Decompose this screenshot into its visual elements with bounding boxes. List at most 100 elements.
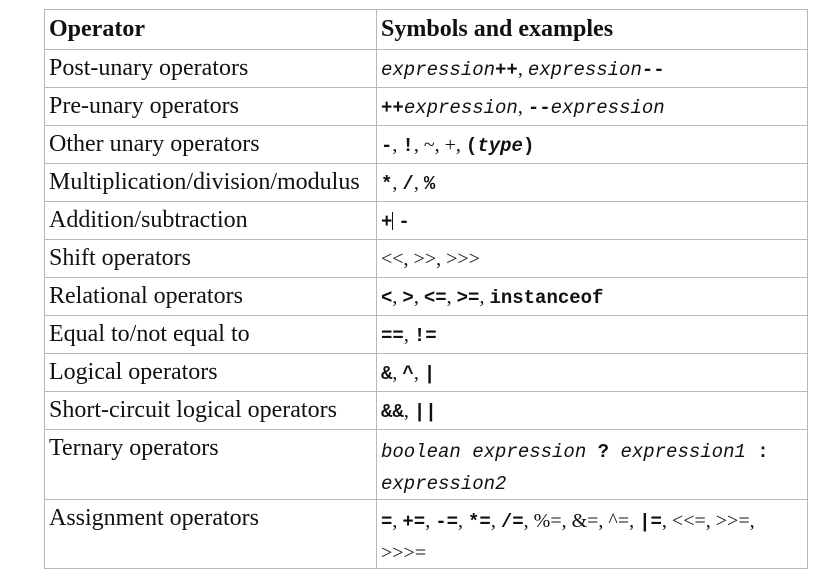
- table-row: Other unary operators -, !, ~, +, (type): [44, 125, 808, 164]
- operator-category-cell: Addition/subtraction: [44, 201, 377, 240]
- symbol-fragment: !=: [413, 325, 437, 347]
- operator-category-cell: Logical operators: [44, 353, 377, 392]
- table-row: Assignment operators =, +=, -=, *=, /=, %…: [44, 499, 808, 569]
- symbol-fragment: type: [477, 135, 523, 157]
- table-row: Pre-unary operators ++expression, --expre…: [44, 87, 808, 126]
- symbol-fragment: (: [465, 135, 478, 157]
- symbol-fragment: &: [381, 363, 393, 385]
- symbol-fragment: +=: [402, 511, 426, 533]
- symbol-fragment: , ~, +,: [413, 134, 466, 156]
- operator-category-cell: Ternary operators: [44, 429, 377, 500]
- operator-category-cell: Post-unary operators: [44, 49, 377, 88]
- symbol-fragment: ,: [446, 286, 457, 308]
- symbol-fragment: -=: [435, 511, 459, 533]
- symbols-examples-cell: &, ^, |: [376, 353, 808, 392]
- symbol-fragment: boolean expression: [381, 441, 587, 463]
- symbol-fragment: expression2: [381, 473, 507, 495]
- symbol-fragment: expression: [381, 59, 496, 81]
- symbol-fragment: expression: [403, 97, 518, 119]
- operator-category-cell: Short-circuit logical operators: [44, 391, 377, 430]
- symbol-fragment: *=: [468, 511, 491, 533]
- symbol-fragment: ,: [413, 172, 424, 194]
- symbol-fragment: ,: [392, 362, 403, 384]
- symbol-fragment: --: [641, 59, 665, 81]
- symbols-examples-cell: <<, >>, >>>: [376, 239, 808, 278]
- symbols-examples-cell: + -: [376, 201, 808, 240]
- symbol-fragment: expression: [527, 59, 642, 81]
- operator-category-cell: Other unary operators: [44, 125, 377, 164]
- symbol-fragment: ^: [402, 363, 414, 385]
- symbol-fragment: ,: [479, 286, 490, 308]
- symbol-fragment: |=: [639, 511, 662, 533]
- table-row: Short-circuit logical operators &&, ||: [44, 391, 808, 430]
- header-symbols-and-examples: Symbols and examples: [376, 9, 808, 50]
- symbol-fragment: ,: [517, 96, 528, 118]
- table-row: Logical operators &, ^, |: [44, 353, 808, 392]
- operator-category-cell: Equal to/not equal to: [44, 315, 377, 354]
- symbol-fragment: ,: [392, 286, 403, 308]
- symbol-fragment: :: [745, 441, 769, 463]
- operator-category-cell: Pre-unary operators: [44, 87, 377, 126]
- symbol-fragment: <<, >>, >>>: [381, 248, 480, 270]
- symbol-fragment: expression: [550, 97, 665, 119]
- symbols-examples-cell: expression++, expression--: [376, 49, 808, 88]
- symbol-fragment: ,: [392, 134, 403, 156]
- operator-category-cell: Assignment operators: [44, 499, 377, 569]
- symbol-fragment: ,: [458, 510, 469, 532]
- symbol-fragment: ++: [381, 97, 404, 119]
- symbol-fragment: ,: [413, 362, 424, 384]
- symbols-examples-cell: &&, ||: [376, 391, 808, 430]
- symbol-fragment: |: [423, 363, 436, 385]
- symbol-fragment: ,: [403, 324, 414, 346]
- table-header-row: Operator Symbols and examples: [44, 9, 808, 50]
- symbol-fragment: ,: [392, 172, 403, 194]
- operator-precedence-table: Operator Symbols and examples Post-unary…: [44, 9, 808, 569]
- symbol-fragment: , %=, &=, ^=,: [523, 510, 640, 532]
- symbol-fragment: +: [381, 211, 393, 233]
- symbols-examples-cell: *, /, %: [376, 163, 808, 202]
- table-row: Addition/subtraction + -: [44, 201, 808, 240]
- symbols-examples-cell: <, >, <=, >=, instanceof: [376, 277, 808, 316]
- header-operator: Operator: [44, 9, 377, 50]
- table-row: Relational operators <, >, <=, >=, instan…: [44, 277, 808, 316]
- operator-category-cell: Multiplication/division/modulus: [44, 163, 377, 202]
- symbol-fragment: /: [402, 173, 414, 195]
- symbol-fragment: --: [527, 97, 551, 119]
- symbol-fragment: -: [381, 135, 393, 157]
- symbol-fragment: &&: [381, 401, 404, 423]
- symbol-fragment: -: [398, 211, 410, 233]
- symbols-examples-cell: ++expression, --expression: [376, 87, 808, 126]
- table-row: Multiplication/division/modulus *, /, %: [44, 163, 808, 202]
- symbol-fragment: ||: [413, 401, 437, 423]
- table-row: Shift operators <<, >>, >>>: [44, 239, 808, 278]
- symbol-fragment: *: [381, 173, 393, 195]
- text-cursor-caret: [392, 212, 394, 230]
- symbol-fragment: ==: [381, 325, 404, 347]
- symbols-examples-cell: -, !, ~, +, (type): [376, 125, 808, 164]
- symbol-fragment: ,: [517, 58, 528, 80]
- symbol-fragment: %: [423, 173, 436, 195]
- table-row: Post-unary operators expression++, expres…: [44, 49, 808, 88]
- symbol-fragment: ,: [413, 286, 424, 308]
- symbol-fragment: ,: [425, 510, 436, 532]
- table-row: Ternary operators boolean expression ? ex…: [44, 429, 808, 500]
- symbol-fragment: >: [402, 287, 414, 309]
- symbol-fragment: instanceof: [489, 287, 604, 309]
- symbol-fragment: !: [402, 135, 414, 157]
- symbol-fragment: ): [522, 135, 535, 157]
- symbol-fragment: <=: [423, 287, 447, 309]
- symbol-fragment: ++: [495, 59, 518, 81]
- symbols-examples-cell: ==, !=: [376, 315, 808, 354]
- symbol-fragment: >=: [456, 287, 480, 309]
- symbol-fragment: ,: [392, 510, 403, 532]
- symbol-fragment: <: [381, 287, 393, 309]
- symbols-examples-cell: boolean expression ? expression1 : expres…: [376, 429, 808, 500]
- symbols-examples-cell: =, +=, -=, *=, /=, %=, &=, ^=, |=, <<=, …: [376, 499, 808, 569]
- table-row: Equal to/not equal to ==, !=: [44, 315, 808, 354]
- table-body: Post-unary operators expression++, expres…: [44, 49, 808, 569]
- symbol-fragment: /=: [500, 511, 524, 533]
- symbol-fragment: , <<=, >>=,: [661, 510, 755, 532]
- symbol-fragment: expression1: [620, 441, 746, 463]
- symbol-fragment: ,: [490, 510, 501, 532]
- operator-category-cell: Relational operators: [44, 277, 377, 316]
